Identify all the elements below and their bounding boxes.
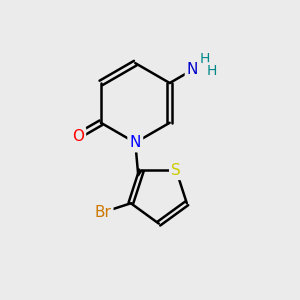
Text: O: O bbox=[72, 128, 84, 143]
Text: H: H bbox=[200, 52, 210, 66]
Text: H: H bbox=[207, 64, 217, 78]
Text: N: N bbox=[130, 135, 141, 150]
Text: N: N bbox=[187, 62, 198, 77]
Text: S: S bbox=[171, 163, 181, 178]
Text: Br: Br bbox=[94, 205, 111, 220]
